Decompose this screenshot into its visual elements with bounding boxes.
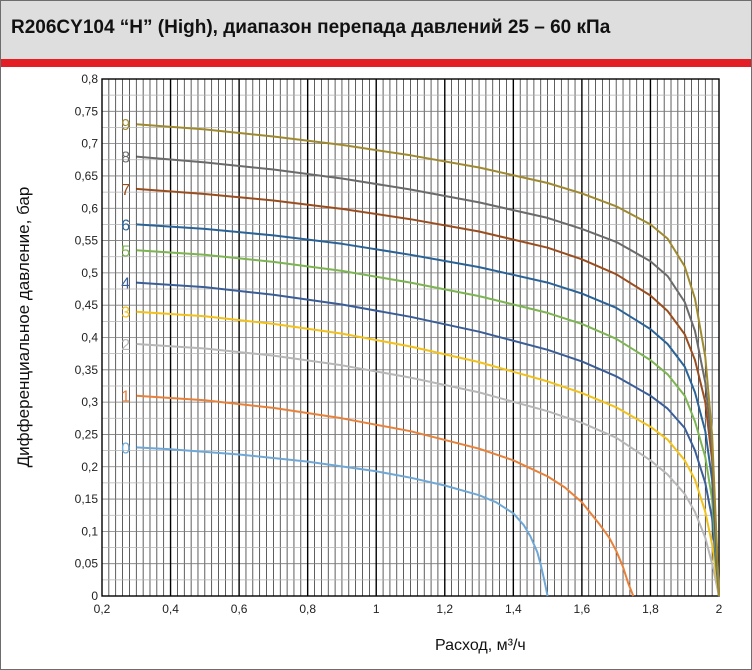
y-tick-label: 0,75: [75, 104, 99, 118]
series-label-8: 8: [121, 150, 130, 167]
series-label-6: 6: [121, 217, 130, 234]
plot-border: [101, 78, 720, 597]
series-line-1: [136, 394, 635, 597]
series-line-3: [136, 310, 720, 597]
y-tick-label: 0,05: [75, 557, 99, 571]
y-tick-label: 0,1: [81, 524, 98, 538]
y-tick-label: 0,7: [81, 137, 98, 151]
x-tick-label: 1,6: [574, 602, 591, 616]
x-tick-label: 1,4: [505, 602, 522, 616]
series-label-0: 0: [121, 440, 130, 457]
series-line-0: [136, 446, 549, 597]
series-label-5: 5: [121, 243, 130, 260]
y-tick-label: 0,15: [75, 492, 99, 506]
y-tick-label: 0: [91, 589, 98, 603]
series-line-7: [136, 187, 720, 597]
y-tick-label: 0,8: [81, 72, 98, 86]
y-tick-label: 0,3: [81, 395, 98, 409]
x-tick-label: 1,2: [436, 602, 453, 616]
series-label-3: 3: [121, 305, 130, 322]
title-divider: [1, 59, 751, 67]
title-bar: R206CY104 “H” (High), диапазон перепада …: [1, 1, 751, 59]
series-label-2: 2: [121, 337, 130, 354]
y-tick-label: 0,25: [75, 427, 99, 441]
x-tick-label: 0,2: [94, 602, 111, 616]
y-tick-label: 0,4: [81, 331, 98, 345]
series-line-2: [136, 343, 720, 597]
y-tick-label: 0,5: [81, 266, 98, 280]
y-axis-label: Дифференциальное давление, бар: [14, 186, 33, 468]
y-tick-label: 0,65: [75, 169, 99, 183]
x-axis-label: Расход, м³/ч: [435, 637, 526, 654]
series-line-4: [136, 281, 720, 597]
series-label-7: 7: [121, 182, 130, 199]
series-label-4: 4: [121, 276, 130, 293]
chart-title: R206CY104 “H” (High), диапазон перепада …: [11, 17, 611, 38]
series-label-9: 9: [121, 117, 130, 134]
y-tick-label: 0,2: [81, 460, 98, 474]
x-tick-label: 0,6: [231, 602, 248, 616]
series-line-8: [136, 155, 720, 597]
y-tick-label: 0,55: [75, 234, 99, 248]
series-line-5: [136, 249, 720, 597]
y-tick-label: 0,35: [75, 363, 99, 377]
y-tick-label: 0,6: [81, 201, 98, 215]
x-tick-label: 1,8: [642, 602, 659, 616]
x-tick-label: 2: [716, 602, 723, 616]
x-tick-label: 0,4: [162, 602, 179, 616]
series-line-6: [136, 223, 720, 597]
series-line-9: [136, 123, 720, 597]
series-label-1: 1: [121, 389, 130, 406]
x-tick-label: 1: [373, 602, 380, 616]
x-tick-label: 0,8: [299, 602, 316, 616]
y-tick-label: 0,45: [75, 298, 99, 312]
